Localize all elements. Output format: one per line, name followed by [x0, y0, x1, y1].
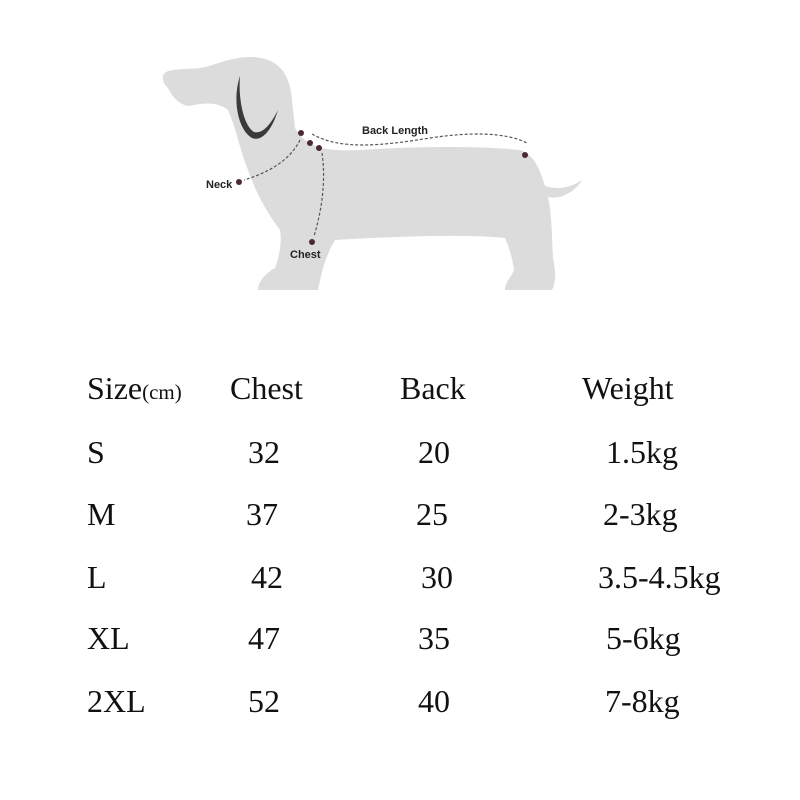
- chest-label: Chest: [290, 249, 321, 261]
- measurement-points: [236, 130, 528, 245]
- neck-label: Neck: [206, 179, 233, 191]
- row-back: 25: [416, 496, 448, 532]
- row-size: 2XL: [87, 683, 146, 719]
- row-size: S: [87, 434, 105, 470]
- row-weight: 7-8kg: [605, 683, 680, 719]
- row-chest: 52: [248, 683, 280, 719]
- row-weight: 3.5-4.5kg: [598, 559, 721, 595]
- header-back: Back: [400, 370, 466, 406]
- row-size: M: [87, 496, 116, 532]
- row-size: L: [87, 559, 107, 595]
- row-back: 20: [418, 434, 450, 470]
- header-size: Size(cm): [87, 372, 182, 404]
- row-weight: 1.5kg: [606, 434, 678, 470]
- row-weight: 2-3kg: [603, 496, 678, 532]
- row-weight: 5-6kg: [606, 620, 681, 656]
- row-back: 40: [418, 683, 450, 719]
- row-back: 30: [421, 559, 453, 595]
- row-chest: 32: [248, 434, 280, 470]
- chest-arrow: [313, 152, 325, 237]
- dog-silhouette: [162, 57, 582, 290]
- back-length-label: Back Length: [362, 125, 428, 137]
- neck-arrow: [243, 139, 301, 181]
- dog-measurement-diagram: Back Length Neck Chest: [162, 57, 582, 290]
- row-chest: 42: [251, 559, 283, 595]
- row-chest: 37: [246, 496, 278, 532]
- header-chest: Chest: [230, 370, 303, 406]
- row-size: XL: [87, 620, 130, 656]
- header-size-unit: (cm): [142, 380, 182, 404]
- back-length-arrow: [311, 133, 528, 146]
- row-back: 35: [418, 620, 450, 656]
- header-weight: Weight: [582, 370, 674, 406]
- header-size-text: Size: [87, 370, 143, 406]
- row-chest: 47: [248, 620, 280, 656]
